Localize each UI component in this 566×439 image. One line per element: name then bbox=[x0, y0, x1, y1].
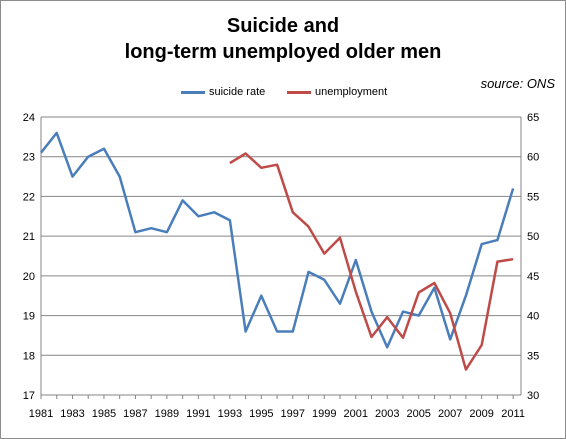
x-tick-label: 1985 bbox=[92, 408, 116, 420]
x-tick-label: 2011 bbox=[501, 408, 525, 420]
y-left-tick-label: 17 bbox=[23, 390, 35, 402]
x-tick-label: 2007 bbox=[438, 408, 462, 420]
legend-swatch-suicide-rate bbox=[181, 90, 205, 94]
x-tick-label: 1983 bbox=[60, 408, 84, 420]
series-line-unemployment bbox=[229, 152, 514, 371]
legend-item-suicide-rate: suicide rate bbox=[181, 84, 265, 100]
x-tick-label: 1981 bbox=[29, 408, 53, 420]
y-left-tick-label: 22 bbox=[23, 191, 35, 203]
y-right-tick-label: 30 bbox=[527, 390, 539, 402]
y-right-tick-label: 60 bbox=[527, 152, 539, 164]
x-tick-label: 1995 bbox=[249, 408, 273, 420]
y-right-tick-label: 45 bbox=[527, 271, 539, 283]
y-left-tick-label: 24 bbox=[23, 112, 35, 124]
y-left-tick-label: 23 bbox=[23, 152, 35, 164]
x-tick-label: 2009 bbox=[469, 408, 493, 420]
y-right-tick-label: 50 bbox=[527, 231, 539, 243]
source-note: source: ONS bbox=[480, 76, 555, 91]
x-tick-label: 1999 bbox=[312, 408, 336, 420]
legend-item-unemployment: unemployment bbox=[287, 84, 387, 100]
y-left-tick-label: 18 bbox=[23, 350, 35, 362]
y-right-tick-label: 40 bbox=[527, 311, 539, 323]
x-tick-label: 2003 bbox=[375, 408, 399, 420]
x-tick-label: 2005 bbox=[406, 408, 430, 420]
y-left-tick-label: 20 bbox=[23, 271, 35, 283]
y-right-tick-label: 55 bbox=[527, 191, 539, 203]
chart-title-line-1: Suicide and bbox=[226, 15, 340, 37]
x-tick-label: 1993 bbox=[218, 408, 242, 420]
y-left-tick-label: 19 bbox=[23, 311, 35, 323]
x-tick-label: 1989 bbox=[155, 408, 179, 420]
legend-swatch-unemployment bbox=[287, 90, 311, 94]
x-tick-label: 1997 bbox=[281, 408, 305, 420]
y-right-tick-label: 35 bbox=[527, 350, 539, 362]
y-right-tick-label: 65 bbox=[527, 112, 539, 124]
legend-label-suicide-rate: suicide rate bbox=[209, 86, 266, 98]
legend-label-unemployment: unemployment bbox=[315, 86, 388, 98]
chart-title-line-2: long-term unemployed older men bbox=[124, 41, 442, 63]
x-tick-label: 2001 bbox=[344, 408, 368, 420]
x-tick-label: 1987 bbox=[123, 408, 147, 420]
y-left-tick-label: 21 bbox=[23, 231, 35, 243]
series-line-suicide-rate bbox=[40, 131, 515, 349]
x-tick-label: 1991 bbox=[186, 408, 210, 420]
